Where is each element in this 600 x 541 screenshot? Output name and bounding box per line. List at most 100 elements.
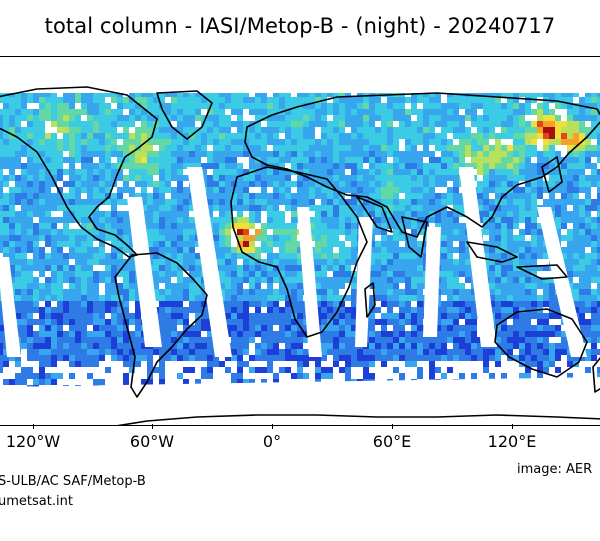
data-cell [441, 241, 447, 247]
data-cell [543, 127, 549, 133]
data-cell [495, 313, 501, 319]
data-cell [99, 259, 105, 265]
data-cell [393, 223, 399, 229]
data-cell [111, 199, 117, 205]
data-cell [339, 127, 345, 133]
data-cell [345, 253, 351, 259]
data-cell [237, 121, 243, 127]
data-cell [15, 307, 21, 313]
data-cell [261, 301, 267, 307]
data-cell [567, 187, 573, 193]
data-cell [225, 277, 231, 283]
data-cell [513, 163, 519, 169]
data-cell [201, 343, 207, 349]
data-cell [243, 295, 249, 301]
data-cell [93, 313, 99, 319]
data-cell [387, 163, 393, 169]
data-cell [465, 307, 471, 313]
data-cell [45, 217, 51, 223]
data-cell [363, 115, 369, 121]
data-cell [231, 277, 237, 283]
data-cell [465, 247, 471, 253]
data-cell [15, 289, 21, 295]
data-cell [135, 169, 141, 175]
data-cell [351, 139, 357, 145]
data-cell [561, 127, 567, 133]
data-cell [0, 181, 3, 187]
data-cell [183, 127, 189, 133]
data-cell [453, 97, 459, 103]
data-cell [417, 181, 423, 187]
data-cell [75, 175, 81, 181]
data-cell [129, 175, 135, 181]
data-cell [123, 337, 129, 343]
data-cell [183, 199, 189, 205]
data-cell [543, 313, 549, 319]
data-cell [219, 361, 225, 367]
data-cell [597, 127, 600, 133]
data-cell [441, 211, 447, 217]
data-cell [411, 295, 417, 301]
data-cell [393, 253, 399, 259]
data-cell [255, 163, 261, 169]
data-cell [441, 343, 447, 349]
data-cell [207, 199, 213, 205]
data-cell [237, 289, 243, 295]
data-cell [99, 151, 105, 157]
data-cell [177, 373, 183, 379]
data-cell [345, 259, 351, 265]
data-cell [375, 145, 381, 151]
data-cell [165, 295, 171, 301]
data-cell [531, 145, 537, 151]
data-cell [543, 349, 549, 355]
data-cell [525, 133, 531, 139]
data-cell [261, 241, 267, 247]
data-cell [519, 373, 525, 379]
data-cell [315, 217, 321, 223]
data-cell [507, 307, 513, 313]
data-cell [381, 205, 387, 211]
data-cell [393, 109, 399, 115]
data-cell [27, 271, 33, 277]
data-cell [531, 121, 537, 127]
data-cell [591, 313, 597, 319]
world-map[interactable] [0, 57, 600, 425]
data-cell [297, 97, 303, 103]
data-cell [237, 217, 243, 223]
map-panel[interactable] [0, 56, 600, 426]
data-cell [183, 265, 189, 271]
data-cell [177, 235, 183, 241]
data-cell [597, 229, 600, 235]
data-cell [87, 181, 93, 187]
data-cell [75, 193, 81, 199]
data-cell [153, 277, 159, 283]
data-cell [165, 301, 171, 307]
data-cell [531, 343, 537, 349]
data-cell [279, 169, 285, 175]
data-cell [525, 331, 531, 337]
data-cell [351, 247, 357, 253]
data-cell [591, 343, 597, 349]
data-cell [159, 181, 165, 187]
data-cell [171, 205, 177, 211]
data-cell [141, 151, 147, 157]
data-cell [483, 175, 489, 181]
data-cell [495, 241, 501, 247]
coastline [156, 90, 213, 140]
data-cell [261, 349, 267, 355]
data-cell [579, 283, 585, 289]
data-cell [477, 121, 483, 127]
data-cell [267, 259, 273, 265]
data-cell [309, 205, 315, 211]
data-cell [27, 325, 33, 331]
data-cell [327, 181, 333, 187]
data-cell [213, 217, 219, 223]
data-cell [75, 283, 81, 289]
data-cell [27, 169, 33, 175]
data-cell [243, 301, 249, 307]
data-cell [69, 313, 75, 319]
data-cell [597, 301, 600, 307]
data-cell [321, 277, 327, 283]
data-cell [543, 163, 549, 169]
data-cell [189, 199, 195, 205]
